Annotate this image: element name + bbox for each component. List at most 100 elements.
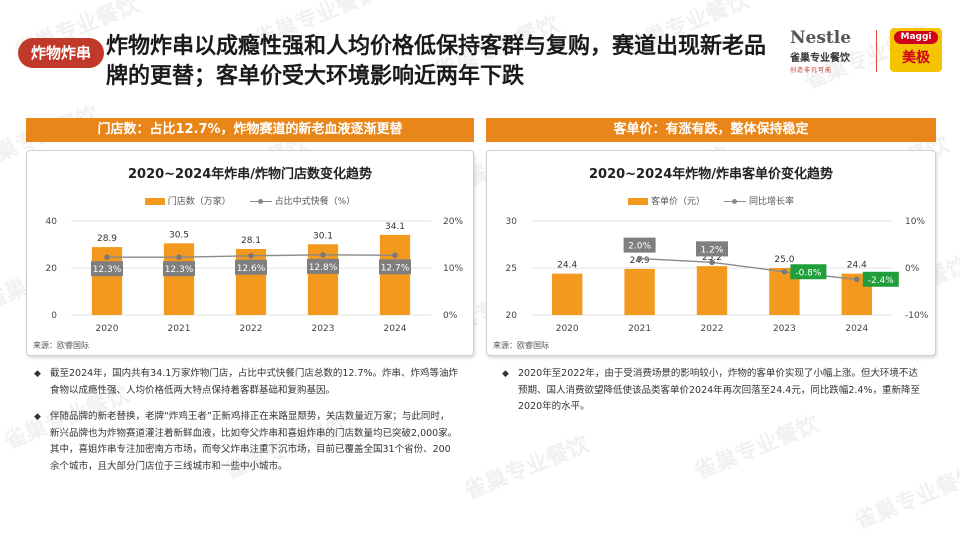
store-count-chart-title: 2020~2024年炸串/炸物门店数变化趋势 <box>127 167 372 182</box>
note-text: 截至2024年，国内共有34.1万家炸物门店，占比中式快餐门店总数的12.7%。… <box>50 368 459 396</box>
bar-value-label: 30.5 <box>169 230 189 240</box>
line-point <box>392 252 398 259</box>
store-count-notes: ◆ 截至2024年，国内共有34.1万家炸物门店，占比中式快餐门店总数的12.7%… <box>34 366 458 485</box>
legend-bar-swatch <box>628 198 649 205</box>
line-value-label: -2.4% <box>868 276 895 286</box>
bar-value-label: 25.0 <box>774 255 794 265</box>
bar-value-label: 24.4 <box>847 261 867 271</box>
x-tick-label: 2024 <box>845 324 868 334</box>
line-point <box>320 252 326 258</box>
legend-bar-label: 客单价（元） <box>651 197 706 207</box>
line-value-box <box>696 241 728 257</box>
bar-value-label: 28.9 <box>97 234 117 244</box>
legend-line-swatch <box>249 199 272 204</box>
legend-item-line: 占比中式快餐（%） <box>249 194 356 207</box>
bar-value-label: 25.2 <box>702 253 722 263</box>
bar <box>379 234 411 315</box>
maggi-logo: Maggi 美极 <box>890 28 942 72</box>
x-tick-label: 2022 <box>240 324 263 334</box>
store-count-chart: 0 20 40 0% 10% 20% 28.9 2020 30.5 2021 28.1 2022 30.… <box>46 217 464 334</box>
legend-line-label: 占比中式快餐（%） <box>274 197 356 207</box>
y-right-tick-label: 0% <box>443 311 458 321</box>
y-left-tick-label: 40 <box>46 217 58 227</box>
note-text: 2020年至2022年，由于受消费场景的影响较小，炸物的客单价实现了小幅上涨。但… <box>518 368 920 412</box>
nestle-tagline: 雀巢专业餐饮 <box>790 53 850 64</box>
bar-value-label: 34.1 <box>385 222 405 232</box>
bar <box>696 266 728 315</box>
line-value-box <box>235 259 267 275</box>
maggi-brand: Maggi <box>894 31 938 44</box>
ticket-price-legend: 客单价（元） 同比增长率 <box>487 194 935 207</box>
bar-value-label: 30.1 <box>313 231 333 241</box>
x-tick-label: 2021 <box>628 324 651 334</box>
logo-divider <box>876 30 877 72</box>
x-tick-label: 2022 <box>701 324 724 334</box>
topic-badge: 炸物炸串 <box>18 38 104 68</box>
y-left-tick-label: 30 <box>506 217 518 227</box>
line-value-box <box>91 261 123 277</box>
line-point <box>709 259 715 266</box>
y-left-tick-label: 0 <box>51 311 57 321</box>
line-value-label: 2.0% <box>628 242 651 252</box>
ticket-price-chart-title: 2020~2024年炸物/炸串客单价变化趋势 <box>588 167 833 182</box>
nestle-logo: Nestle 雀巢专业餐饮 创造非凡可能 <box>790 28 862 74</box>
line-value-label: -0.8% <box>795 268 822 278</box>
line-value-label: 12.3% <box>165 265 194 275</box>
line-point <box>248 252 254 259</box>
note-item: ◆ 2020年至2022年，由于受消费场景的影响较小，炸物的客单价实现了小幅上涨。… <box>502 366 926 416</box>
x-tick-label: 2024 <box>384 324 407 334</box>
line-point <box>104 254 110 260</box>
store-count-header: 门店数：占比12.7%，炸物赛道的新老血液逐渐更替 <box>26 118 474 142</box>
ticket-price-source: 来源：欧睿国际 <box>493 341 549 350</box>
bar-value-label: 24.4 <box>557 261 577 271</box>
y-right-tick-label: -10% <box>905 311 929 321</box>
watermark-text: 雀巢专业餐饮 <box>461 432 593 505</box>
line-point <box>176 254 182 260</box>
diamond-bullet-icon: ◆ <box>34 369 41 379</box>
legend-item-bar: 门店数（万家） <box>144 194 231 207</box>
watermark-text: 雀巢专业餐饮 <box>851 462 960 535</box>
note-item: ◆ 伴随品牌的新老替换，老牌“炸鸡王者”正新鸡排正在来路显颓势，关店数量近万家；与… <box>34 409 458 475</box>
line-value-label: 12.3% <box>93 265 122 275</box>
bar <box>624 268 655 315</box>
line-point <box>781 268 788 275</box>
ticket-price-chart: 202530-10%0%10%24.4202024.9202125.220222… <box>506 217 929 334</box>
nestle-slogan: 创造非凡可能 <box>790 67 833 74</box>
y-right-tick-label: 0% <box>905 264 920 274</box>
line-value-label: 12.8% <box>309 263 338 273</box>
line-value-box <box>623 237 656 253</box>
note-text: 伴随品牌的新老替换，老牌“炸鸡王者”正新鸡排正在来路显颓势，关店数量近万家；与此… <box>50 411 458 472</box>
y-right-tick-label: 10% <box>443 264 463 274</box>
y-left-tick-label: 20 <box>506 311 518 321</box>
bar <box>551 273 583 315</box>
line-value-label: 12.7% <box>381 263 410 273</box>
y-right-tick-label: 10% <box>905 217 925 227</box>
legend-bar-swatch <box>144 198 165 205</box>
line-value-box <box>379 259 411 275</box>
x-tick-label: 2021 <box>168 324 191 334</box>
store-count-panel: 门店数：占比12.7%，炸物赛道的新老血液逐渐更替 0 20 40 0% 10% 20% 2… <box>26 118 474 356</box>
ticket-price-notes: ◆ 2020年至2022年，由于受消费场景的影响较小，炸物的客单价实现了小幅上涨。… <box>502 366 926 426</box>
x-tick-label: 2020 <box>96 324 119 334</box>
line-value-label: 1.2% <box>701 245 724 255</box>
diamond-bullet-icon: ◆ <box>502 369 509 379</box>
line-value-label: 12.6% <box>237 264 266 274</box>
ticket-price-header: 客单价：有涨有跌，整体保持稳定 <box>486 118 936 142</box>
line-point <box>854 276 860 283</box>
line-value-box <box>862 271 899 287</box>
maggi-name: 美极 <box>902 50 930 66</box>
bar-value-label: 28.1 <box>241 236 261 246</box>
line-point <box>636 255 643 262</box>
note-item: ◆ 截至2024年，国内共有34.1万家炸物门店，占比中式快餐门店总数的12.7%… <box>34 366 458 399</box>
ticket-price-panel: 客单价：有涨有跌，整体保持稳定 20 25 30 -10% 0% 10% 24.4 2020 2… <box>486 118 936 356</box>
page-title: 炸物炸串以成瘾性强和人均价格低保持客群与复购，赛道出现新老品牌的更替；客单价受大… <box>106 34 767 89</box>
nestle-brand: Nestle <box>790 28 852 48</box>
store-count-legend: 门店数（万家） 占比中式快餐（%） <box>27 194 473 207</box>
store-count-source: 来源：欧睿国际 <box>33 341 89 350</box>
legend-item-line: 同比增长率 <box>723 194 794 207</box>
y-left-tick-label: 25 <box>506 264 517 274</box>
x-tick-label: 2023 <box>773 324 796 334</box>
x-tick-label: 2023 <box>312 324 335 334</box>
y-right-tick-label: 20% <box>443 217 463 227</box>
legend-line-label: 同比增长率 <box>748 197 794 207</box>
